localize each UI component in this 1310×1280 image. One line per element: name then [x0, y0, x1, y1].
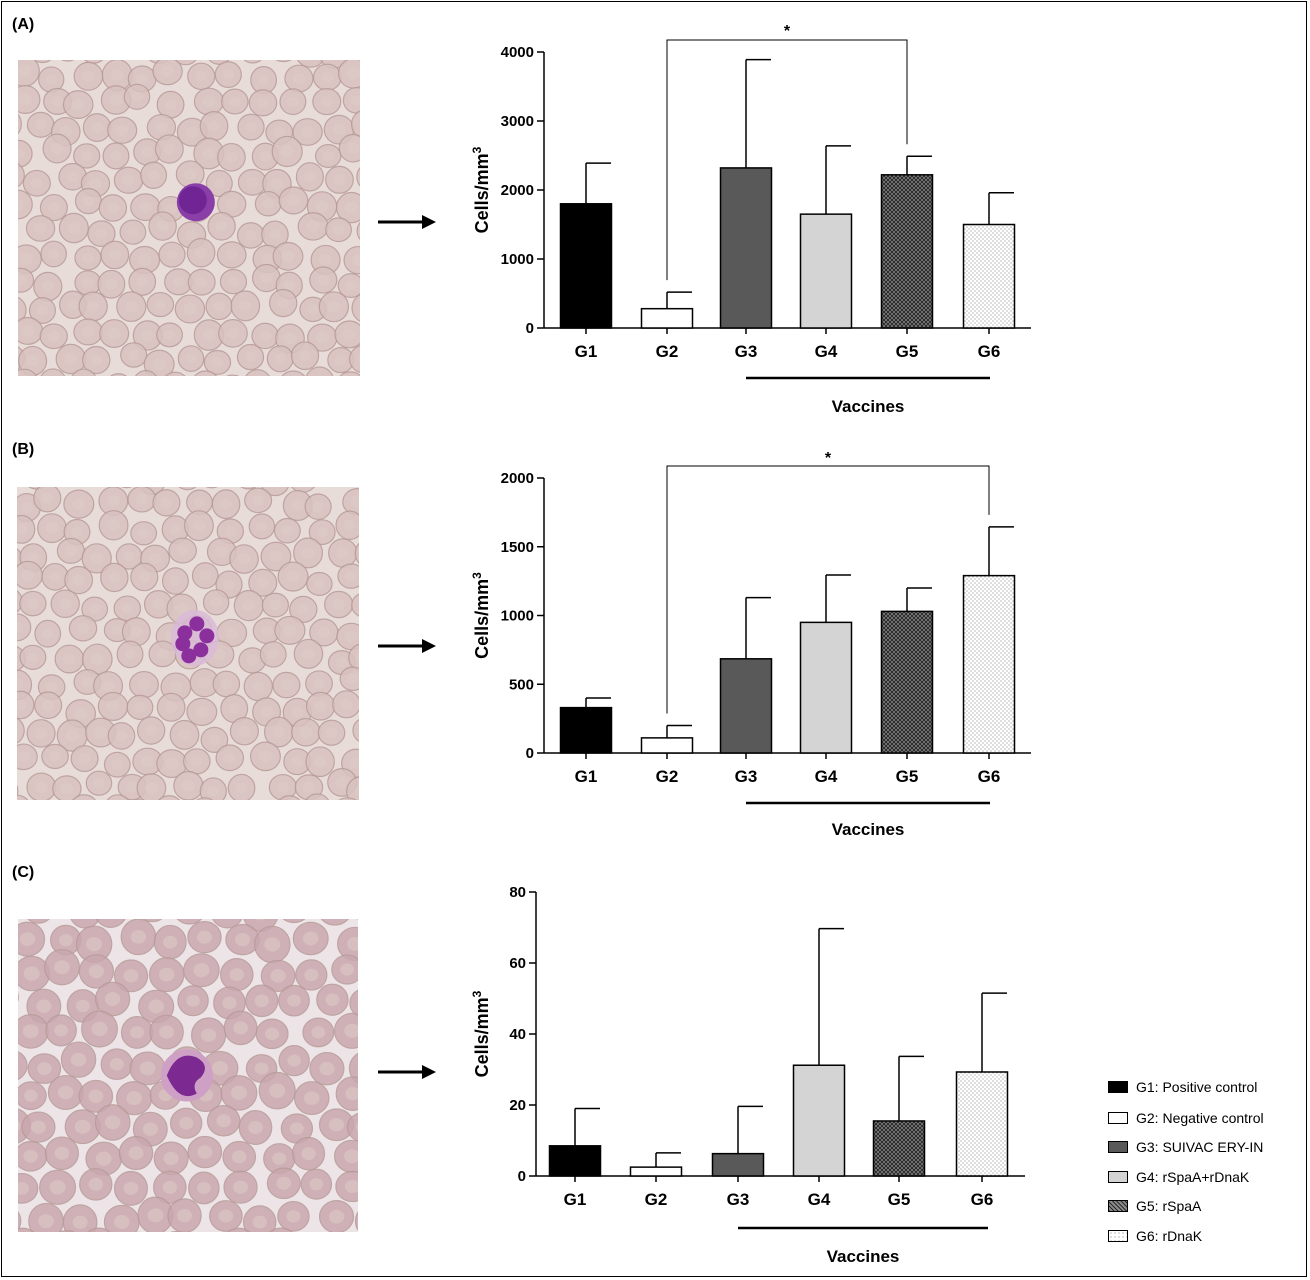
- y-tick-label: 2000: [501, 470, 534, 487]
- y-tick-label: 1000: [501, 608, 534, 625]
- x-tick-label-g5: G5: [888, 1190, 911, 1209]
- significance-star: *: [825, 450, 832, 467]
- legend-swatch-g2: [1108, 1112, 1128, 1124]
- significance-bracket: [666, 465, 990, 714]
- bar-g6: [955, 1071, 1009, 1177]
- vaccines-group-label: Vaccines: [832, 397, 905, 416]
- arrow-right-icon: [378, 1065, 436, 1079]
- micrograph-monocyte-image: [18, 919, 358, 1232]
- y-tick-label: 1000: [501, 251, 534, 268]
- y-tick-label: 80: [509, 884, 526, 901]
- y-tick-label: 60: [509, 955, 526, 972]
- x-tick-label-g3: G3: [727, 1190, 750, 1209]
- panel-label-a: (A): [12, 16, 35, 33]
- vaccines-group-label: Vaccines: [832, 820, 905, 839]
- bar-g3: [711, 1152, 765, 1177]
- legend-label: G1: Positive control: [1136, 1079, 1258, 1095]
- bar-g3: [719, 167, 773, 329]
- y-tick-label: 4000: [501, 44, 534, 61]
- bar-g5: [872, 1120, 926, 1177]
- bar-g4: [799, 213, 853, 329]
- bar-g4: [792, 1064, 846, 1177]
- x-tick-label-g1: G1: [575, 767, 598, 786]
- x-tick-label-g2: G2: [656, 767, 679, 786]
- bar-g3: [719, 658, 773, 754]
- x-tick-label-g5: G5: [896, 342, 919, 361]
- micrograph-neutrophil: [17, 487, 359, 800]
- x-tick-label-g2: G2: [645, 1190, 668, 1209]
- bar-g2: [640, 307, 694, 329]
- y-axis-label: Cells/mm3: [470, 990, 492, 1077]
- x-tick-label-g6: G6: [971, 1190, 994, 1209]
- micrograph-lymphocyte-image: [18, 60, 360, 376]
- panel-label-b: (B): [12, 441, 35, 458]
- legend-swatch-g1: [1108, 1081, 1128, 1093]
- x-tick-label-g5: G5: [896, 767, 919, 786]
- x-tick-label-g3: G3: [735, 767, 758, 786]
- y-axis-label: Cells/mm3: [470, 572, 492, 659]
- significance-bracket: [666, 39, 908, 281]
- x-tick-label-g4: G4: [815, 342, 838, 361]
- bar-g1: [559, 203, 613, 329]
- bar-g2: [629, 1166, 683, 1177]
- legend-label: G6: rDnaK: [1136, 1228, 1203, 1244]
- significance-star: *: [784, 23, 791, 40]
- bar-g5: [880, 174, 934, 329]
- bar-chart-2: 0 20 40 60 80 Cells/mm3 G1 G2 G3 G4 G5 G6 Vaccines: [470, 884, 1025, 1266]
- x-tick-label-g4: G4: [815, 767, 838, 786]
- legend-swatch-g3: [1108, 1141, 1128, 1153]
- y-tick-label: 20: [509, 1097, 526, 1114]
- x-tick-label-g1: G1: [575, 342, 598, 361]
- bar-g6: [962, 574, 1016, 754]
- vaccines-group-label: Vaccines: [827, 1247, 900, 1266]
- legend-label: G2: Negative control: [1136, 1110, 1264, 1126]
- legend-swatch-g6: [1108, 1230, 1128, 1242]
- bar-g4: [799, 621, 853, 754]
- bar-g2: [640, 737, 694, 754]
- x-tick-label-g3: G3: [735, 342, 758, 361]
- legend-swatch-g5: [1108, 1200, 1128, 1212]
- y-tick-label: 500: [509, 676, 534, 693]
- x-tick-label-g6: G6: [978, 342, 1001, 361]
- x-tick-label-g4: G4: [808, 1190, 831, 1209]
- y-tick-label: 3000: [501, 113, 534, 130]
- bar-g5: [880, 610, 934, 754]
- arrow-right-icon: [378, 215, 436, 229]
- bar-chart-0: 0 1000 2000 3000 4000 Cells/mm3 G1 G2 G3 G4 G5 G6 Va…: [470, 23, 1031, 416]
- x-tick-label-g1: G1: [564, 1190, 587, 1209]
- legend-label: G3: SUIVAC ERY-IN: [1136, 1139, 1264, 1155]
- bar-g1: [548, 1145, 602, 1177]
- micrograph-neutrophil-image: [17, 487, 359, 800]
- micrograph-lymphocyte: [18, 60, 360, 376]
- arrow-right-icon: [378, 639, 436, 653]
- bar-g1: [559, 706, 613, 754]
- x-tick-label-g6: G6: [978, 767, 1001, 786]
- x-tick-label-g2: G2: [656, 342, 679, 361]
- y-tick-label: 0: [526, 745, 534, 762]
- y-tick-label: 40: [509, 1026, 526, 1043]
- legend-label: G5: rSpaA: [1136, 1198, 1202, 1214]
- micrograph-monocyte: [18, 919, 358, 1232]
- legend-swatch-g4: [1108, 1171, 1128, 1183]
- y-tick-label: 0: [518, 1168, 526, 1185]
- y-tick-label: 2000: [501, 182, 534, 199]
- bar-g6: [962, 223, 1016, 329]
- bar-chart-1: 0 500 1000 1500 2000 Cells/mm3 G1 G2 G3 G4 G5 G6 Vac…: [470, 450, 1031, 839]
- y-axis-label: Cells/mm3: [470, 146, 492, 233]
- y-tick-label: 0: [526, 320, 534, 337]
- legend-label: G4: rSpaA+rDnaK: [1136, 1169, 1250, 1185]
- panel-label-c: (C): [12, 864, 35, 881]
- y-tick-label: 1500: [501, 539, 534, 556]
